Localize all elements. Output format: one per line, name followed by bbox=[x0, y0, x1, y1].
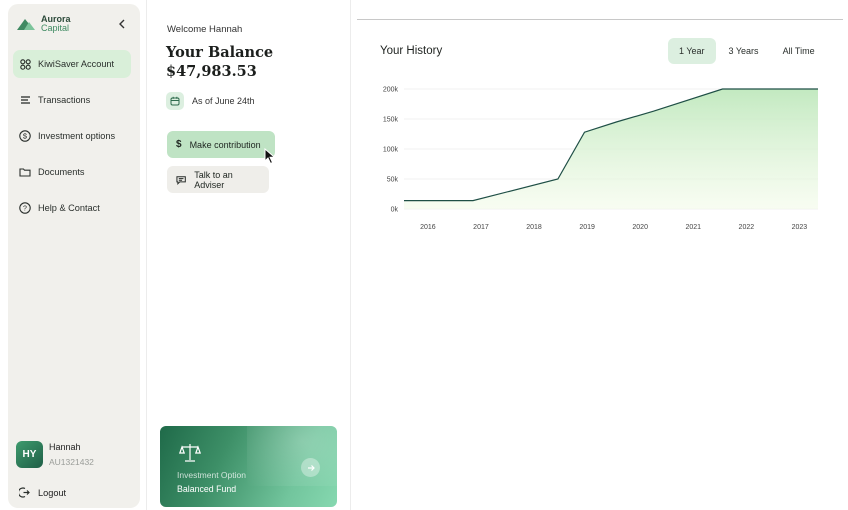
user-name: Hannah bbox=[49, 442, 81, 452]
balance-value: $47,983.53 bbox=[166, 63, 257, 80]
y-tick-label: 50k bbox=[387, 177, 399, 184]
history-chart: 200k 150k 100k 50k 0k 2016 2017 2018 2019 2020 20… bbox=[383, 87, 818, 231]
tab-all-time[interactable]: All Time bbox=[782, 46, 815, 56]
logout-label: Logout bbox=[38, 487, 67, 498]
make-contribution-label: Make contribution bbox=[189, 139, 261, 150]
mouse-cursor-icon bbox=[264, 148, 276, 165]
sidebar-item-investment-options[interactable]: $ Investment options bbox=[13, 122, 131, 150]
x-tick-label: 2018 bbox=[526, 224, 542, 231]
avatar: HY bbox=[16, 441, 43, 468]
calendar-icon bbox=[166, 92, 184, 110]
collapse-sidebar-button[interactable] bbox=[115, 16, 129, 32]
brand-name: Aurora bbox=[41, 14, 71, 24]
sidebar-item-label: Help & Contact bbox=[38, 203, 100, 213]
divider bbox=[357, 19, 843, 20]
user-id: AU1321432 bbox=[49, 457, 94, 467]
investment-option-card[interactable]: Investment Option Balanced Fund bbox=[160, 426, 337, 507]
talk-to-adviser-label: Talk to an Adviser bbox=[194, 169, 233, 190]
sidebar-item-help-contact[interactable]: ? Help & Contact bbox=[13, 194, 131, 222]
sidebar-nav: KiwiSaver Account Transactions $ Investm… bbox=[13, 50, 131, 230]
talk-to-adviser-button[interactable]: Talk to an Adviser bbox=[167, 166, 269, 193]
x-tick-label: 2017 bbox=[473, 224, 489, 231]
sidebar-item-label: Documents bbox=[38, 167, 85, 177]
history-title: Your History bbox=[380, 45, 443, 57]
logout-button[interactable]: Logout bbox=[19, 487, 66, 498]
x-tick-label: 2019 bbox=[579, 224, 595, 231]
user-profile[interactable]: HY Hannah AU1321432 bbox=[16, 441, 94, 468]
y-tick-label: 150k bbox=[383, 117, 399, 124]
sidebar: Aurora Capital KiwiSaver Account Transac… bbox=[8, 4, 140, 508]
sidebar-item-label: Transactions bbox=[38, 95, 91, 105]
svg-text:?: ? bbox=[23, 206, 27, 213]
sidebar-item-transactions[interactable]: Transactions bbox=[13, 86, 131, 114]
y-tick-label: 0k bbox=[391, 207, 399, 214]
chevron-left-icon bbox=[119, 19, 125, 29]
fund-card-arrow-button[interactable] bbox=[301, 458, 320, 477]
aurora-logo-icon bbox=[17, 19, 35, 30]
x-tick-label: 2016 bbox=[420, 224, 436, 231]
sidebar-item-label: KiwiSaver Account bbox=[38, 59, 115, 69]
welcome-text: Welcome Hannah bbox=[167, 24, 243, 35]
logout-icon bbox=[19, 487, 30, 498]
sidebar-item-label: Investment options bbox=[38, 131, 116, 141]
y-tick-label: 200k bbox=[383, 87, 399, 94]
x-tick-label: 2022 bbox=[739, 224, 755, 231]
dollar-circle-icon: $ bbox=[19, 130, 31, 142]
history-area bbox=[404, 89, 818, 209]
dollar-icon: $ bbox=[176, 139, 182, 150]
chat-icon bbox=[176, 175, 186, 185]
brand-logo[interactable]: Aurora Capital bbox=[16, 15, 71, 33]
sidebar-item-kiwisaver-account[interactable]: KiwiSaver Account bbox=[13, 50, 131, 78]
as-of-label: As of June 24th bbox=[192, 96, 255, 106]
svg-text:$: $ bbox=[23, 132, 28, 141]
balance-title: Your Balance bbox=[166, 44, 274, 61]
scale-icon bbox=[179, 444, 201, 462]
fund-card-name: Balanced Fund bbox=[177, 484, 237, 494]
divider bbox=[146, 0, 147, 510]
divider bbox=[350, 0, 351, 510]
folder-icon bbox=[19, 166, 31, 178]
make-contribution-button[interactable]: $ Make contribution bbox=[167, 131, 275, 158]
tab-1-year[interactable]: 1 Year bbox=[668, 38, 716, 64]
x-tick-label: 2020 bbox=[632, 224, 648, 231]
grid-icon bbox=[19, 58, 31, 70]
range-tabs: 1 Year 3 Years All Time bbox=[668, 38, 826, 64]
brand-subname: Capital bbox=[41, 23, 70, 33]
tab-3-years[interactable]: 3 Years bbox=[728, 46, 759, 56]
sidebar-item-documents[interactable]: Documents bbox=[13, 158, 131, 186]
x-tick-label: 2021 bbox=[685, 224, 701, 231]
y-tick-label: 100k bbox=[383, 147, 399, 154]
history-line bbox=[404, 88, 818, 202]
arrow-right-icon bbox=[307, 464, 315, 471]
help-circle-icon: ? bbox=[19, 202, 31, 214]
fund-card-label: Investment Option bbox=[177, 470, 246, 480]
list-icon bbox=[19, 94, 31, 106]
x-tick-label: 2023 bbox=[792, 224, 808, 231]
as-of-date: As of June 24th bbox=[166, 92, 255, 110]
